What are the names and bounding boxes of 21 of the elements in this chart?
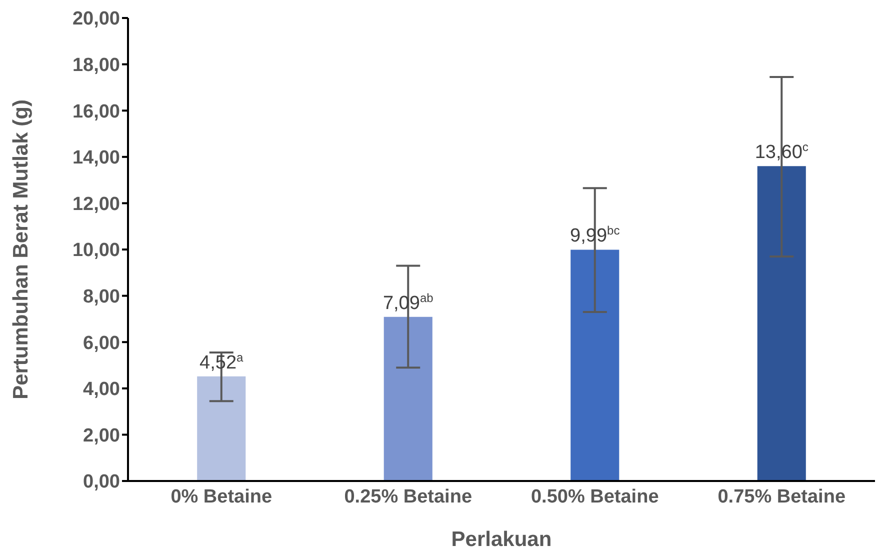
x-tick-label: 0.50% Betaine [530,486,659,508]
y-tick-label: 18,00 [72,55,120,76]
bar [757,166,806,481]
y-tick-label: 10,00 [72,240,120,262]
y-tick-label: 6,00 [83,332,120,354]
y-tick-label: 12,00 [72,194,120,215]
y-tick-label: 2,00 [83,425,120,446]
y-tick-label: 0,00 [83,472,120,493]
x-tick-label: 0.25% Betaine [344,486,472,508]
y-tick-label: 8,00 [83,286,120,308]
x-axis-title: Perlakuan [451,528,552,551]
y-tick-label: 4,00 [83,379,120,400]
bar [197,376,246,481]
y-tick-label: 14,00 [72,148,120,169]
bar [570,250,620,481]
y-tick-label: 20,00 [72,8,120,30]
bar [384,316,432,481]
y-tick-label: 16,00 [72,101,120,122]
x-tick-label: 0% Betaine [170,486,272,508]
x-tick-label: 0.75% Betaine [718,486,846,508]
y-axis-title: Pertumbuhan Berat Mutlak (g) [9,100,32,400]
